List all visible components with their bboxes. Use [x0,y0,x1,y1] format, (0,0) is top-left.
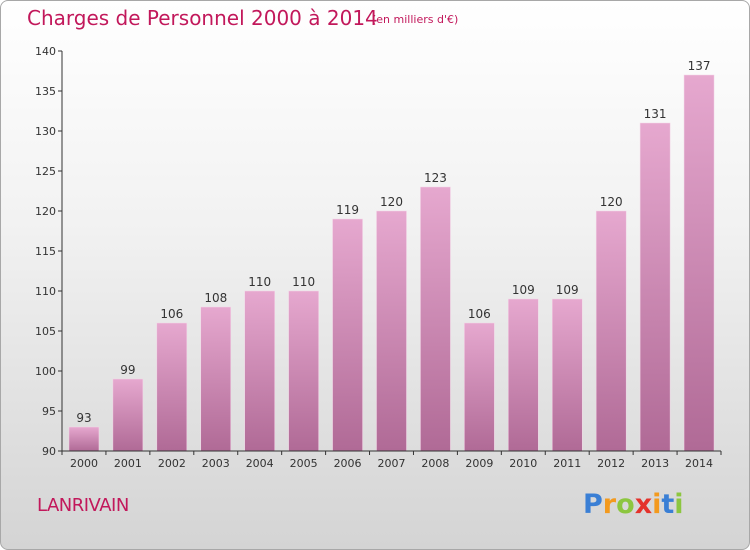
bar [683,74,715,452]
chart-title: Charges de Personnel 2000 à 2014 [27,6,378,30]
bar [376,210,407,452]
x-tick-label: 2008 [421,457,449,470]
bar [420,186,451,452]
data-labels: 93 99 106 108 110 110 119 120 123 106 109 109 120 131… [76,59,710,425]
bar [464,322,495,452]
y-tick-label: 100 [35,365,56,378]
commune-name: LANRIVAIN [37,495,129,516]
x-tick-label: 2007 [378,457,406,470]
y-tick-label: 95 [42,405,56,418]
data-label: 119 [336,203,359,217]
data-label: 106 [468,307,491,321]
logo-letter: i [674,489,684,520]
logo-letter: P [583,489,603,520]
bar-chart: 90 95 100 105 110 115 120 125 130 135 140 93 99 106 1… [35,45,722,470]
x-axis: 2000 2001 2002 2003 2004 2005 2006 2007 2008 2009… [61,450,722,470]
logo-letter: x [634,489,653,520]
bar [244,290,275,452]
y-tick-label: 125 [35,165,56,178]
x-tick-label: 2004 [246,457,274,470]
data-label: 106 [160,307,183,321]
bar [551,298,583,452]
proxiti-logo: Proxiti [583,489,684,520]
logo-letter: o [616,489,635,520]
data-label: 109 [512,283,535,297]
x-tick-label: 2005 [290,457,318,470]
bar [288,290,319,452]
x-tick-label: 2001 [114,457,142,470]
bar [68,426,100,452]
x-tick-label: 2010 [509,457,537,470]
data-label: 120 [380,195,403,209]
bars [68,74,715,452]
chart-subtitle: (en milliers d'€) [372,13,459,26]
x-tick-label: 2012 [597,457,625,470]
y-tick-label: 135 [35,85,56,98]
data-label: 108 [204,291,227,305]
data-label: 93 [76,411,91,425]
data-label: 109 [556,283,579,297]
data-label: 120 [600,195,623,209]
data-label: 123 [424,171,447,185]
y-tick-label: 120 [35,205,56,218]
x-tick-label: 2002 [158,457,186,470]
x-tick-label: 2006 [334,457,362,470]
bar [332,218,363,452]
x-tick-label: 2014 [685,457,713,470]
data-label: 137 [688,59,711,73]
data-label: 131 [644,107,667,121]
y-tick-label: 130 [35,125,56,138]
bar [508,298,539,452]
x-tick-label: 2003 [202,457,230,470]
logo-letter: i [652,489,662,520]
y-tick-label: 140 [35,45,56,58]
bar [112,378,144,452]
y-tick-label: 90 [42,445,56,458]
bar [595,210,627,452]
logo-letter: t [661,489,675,520]
x-tick-label: 2000 [70,457,98,470]
x-tick-label: 2011 [553,457,581,470]
x-tick-label: 2013 [641,457,669,470]
bar [639,122,671,452]
data-label: 110 [248,275,271,289]
logo-letter: r [602,489,617,520]
y-axis: 90 95 100 105 110 115 120 125 130 135 140 [35,45,63,458]
bar [200,306,232,452]
x-tick-label: 2009 [465,457,493,470]
data-label: 99 [120,363,135,377]
data-label: 110 [292,275,315,289]
y-tick-label: 105 [35,325,56,338]
bar [156,322,188,452]
y-tick-label: 115 [35,245,56,258]
y-tick-label: 110 [35,285,56,298]
